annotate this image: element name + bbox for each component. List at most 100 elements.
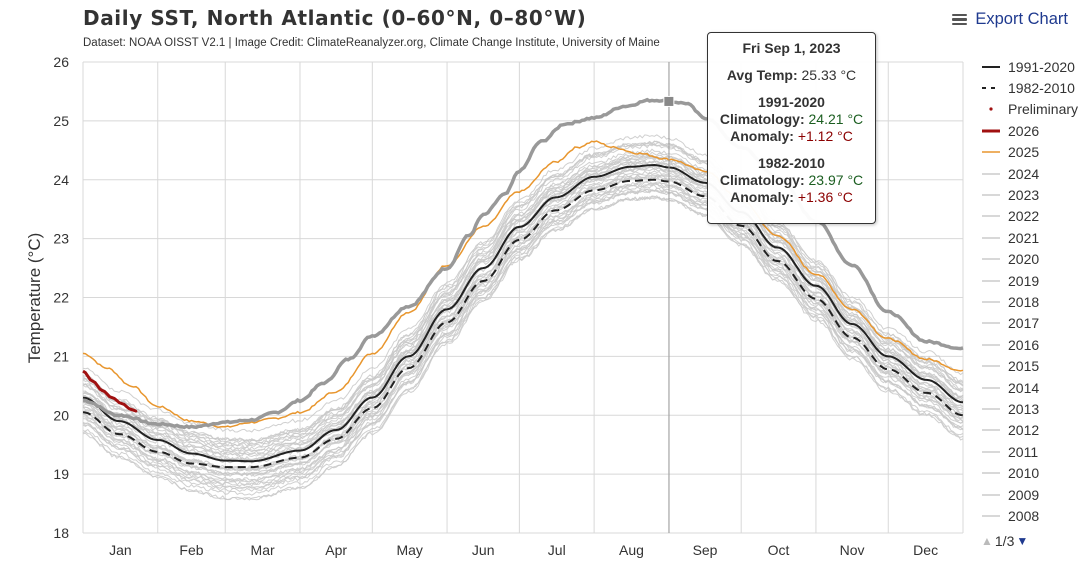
legend-label: 2026 [1008, 122, 1040, 139]
legend-item[interactable]: 2024 [980, 163, 1080, 184]
pager-down-arrow-icon[interactable]: ▼ [1016, 534, 1029, 548]
preliminary-point [100, 389, 104, 392]
x-tick-label: Aug [619, 542, 644, 558]
pager-label: 1/3 [994, 533, 1015, 549]
background-year-line [82, 195, 964, 487]
background-year-line [82, 140, 964, 452]
background-year-line [82, 195, 964, 501]
vertical-gridlines [82, 62, 964, 533]
legend-item[interactable]: Preliminary [980, 99, 1080, 120]
x-tick-label: Jul [548, 542, 566, 558]
legend-item[interactable]: 2011 [980, 441, 1080, 462]
y-tick-label: 21 [53, 348, 69, 364]
legend-item[interactable]: 2012 [980, 420, 1080, 441]
legend-pager: ▲ 1/3 ▼ [981, 533, 1028, 549]
legend-item[interactable]: 2025 [980, 142, 1080, 163]
legend-symbol-icon [980, 254, 1002, 264]
legend-symbol-icon [980, 147, 1002, 157]
legend-label: 2013 [1008, 400, 1040, 417]
legend-symbol-icon [980, 190, 1002, 200]
preliminary-point [110, 396, 114, 399]
tooltip-date: Fri Sep 1, 2023 [742, 40, 841, 56]
legend-item[interactable]: 2009 [980, 484, 1080, 505]
legend-symbol-icon [980, 233, 1002, 243]
preliminary-point [115, 399, 119, 402]
highlight-marker[interactable] [663, 95, 675, 107]
series-line-1991-2020 [82, 163, 964, 463]
legend-symbol-icon [980, 490, 1002, 500]
legend-item[interactable]: 2013 [980, 398, 1080, 419]
export-chart-button[interactable]: Export Chart [952, 10, 1068, 29]
legend-label: 2020 [1008, 251, 1040, 268]
legend-item[interactable]: 2014 [980, 377, 1080, 398]
y-tick-labels: 18 19 20 21 22 23 24 25 26 [53, 54, 69, 541]
legend-item[interactable]: 2008 [980, 505, 1080, 526]
legend-label: 2016 [1008, 336, 1040, 353]
tooltip-group2-anom-value: +1.36 °C [797, 189, 853, 205]
legend-label: 2017 [1008, 315, 1040, 332]
tooltip-group1-title: 1991-2020 [758, 94, 825, 110]
background-year-line [82, 160, 964, 449]
legend-label: 1982-2010 [1008, 80, 1075, 97]
legend-item[interactable]: 2016 [980, 334, 1080, 355]
legend-item[interactable]: 2026 [980, 120, 1080, 141]
legend-label: 2011 [1008, 443, 1039, 460]
chart-subtitle: Dataset: NOAA OISST V2.1 | Image Credit:… [83, 37, 660, 49]
legend-item[interactable]: 2010 [980, 462, 1080, 483]
legend-label: 2012 [1008, 422, 1040, 439]
pager-up-arrow-icon[interactable]: ▲ [981, 534, 993, 548]
legend-label: 2010 [1008, 465, 1040, 482]
legend-label: 2009 [1008, 486, 1040, 503]
legend-item[interactable]: 1982-2010 [980, 77, 1080, 98]
legend-item[interactable]: 2018 [980, 291, 1080, 312]
preliminary-point [120, 402, 123, 405]
series-line-2025 [82, 140, 964, 428]
legend-item[interactable]: 2019 [980, 270, 1080, 291]
background-year-line [82, 140, 964, 442]
legend-symbol-icon [980, 276, 1002, 286]
legend-symbol-icon [980, 511, 1002, 521]
legend-symbol-icon [980, 468, 1002, 478]
legend-label: 2021 [1008, 229, 1040, 246]
legend-symbol-icon [980, 62, 1002, 72]
legend-symbol-icon [980, 340, 1002, 350]
legend-symbol-icon [980, 211, 1002, 221]
background-year-line [82, 174, 964, 486]
legend-label: 2023 [1008, 187, 1040, 204]
legend-symbol-icon [980, 169, 1002, 179]
preliminary-point [105, 392, 109, 396]
legend-symbol-icon [980, 104, 1002, 114]
legend-item[interactable]: 1991-2020 [980, 56, 1080, 77]
x-tick-labels: Jan Feb Mar Apr May Jun Jul Aug Sep Oct Nov Dec [109, 542, 938, 558]
y-axis-label: Temperature (°C) [25, 233, 44, 364]
legend-item[interactable]: 2021 [980, 227, 1080, 248]
legend-item[interactable]: 2020 [980, 249, 1080, 270]
tooltip-group2-clim-label: Climatology: [719, 172, 805, 188]
legend-symbol-icon [980, 297, 1002, 307]
x-tick-label: Jan [109, 542, 132, 558]
legend-label: 2008 [1008, 507, 1040, 524]
x-tick-label: Apr [325, 542, 347, 558]
tooltip: Fri Sep 1, 2023 Avg Temp: 25.33 °C 1991-… [707, 32, 876, 224]
tooltip-avg-value: 25.33 °C [801, 67, 857, 83]
legend-label: 2019 [1008, 272, 1040, 289]
background-year-line [82, 181, 964, 482]
background-year-line [82, 156, 964, 451]
export-chart-label: Export Chart [975, 10, 1068, 28]
legend-item[interactable]: 2017 [980, 313, 1080, 334]
legend-label: Preliminary [1008, 101, 1079, 118]
x-tick-label: May [396, 542, 422, 558]
y-tick-label: 22 [53, 290, 69, 306]
y-tick-label: 25 [53, 113, 69, 129]
legend-symbol-icon [980, 361, 1002, 371]
background-year-line [82, 196, 964, 496]
tooltip-group1-clim-label: Climatology: [719, 111, 805, 127]
preliminary-point [125, 405, 128, 408]
x-tick-label: Sep [693, 542, 718, 558]
legend-label: 2015 [1008, 358, 1040, 375]
legend-item[interactable]: 2022 [980, 206, 1080, 227]
legend-item[interactable]: 2023 [980, 184, 1080, 205]
legend-item[interactable]: 2015 [980, 355, 1080, 376]
background-year-line [82, 143, 964, 453]
